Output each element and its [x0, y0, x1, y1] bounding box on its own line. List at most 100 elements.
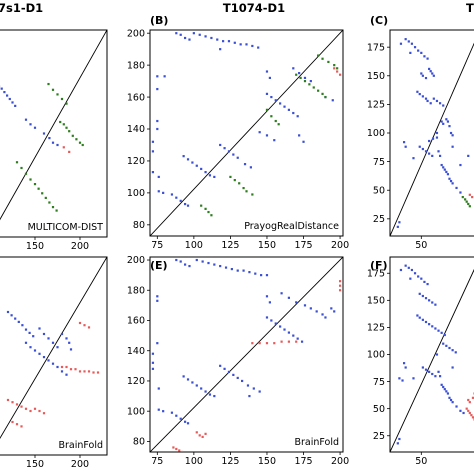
contact-point-s1-23: [55, 209, 58, 212]
contact-point-s0-61: [324, 316, 327, 319]
contact-point-s0-8: [29, 123, 32, 126]
contact-point-s1-1: [258, 342, 261, 345]
plot-frame: [149, 29, 344, 237]
contact-point-s0-54: [455, 186, 458, 190]
contact-point-s1-12: [336, 67, 339, 70]
contact-point-s0-60: [321, 313, 324, 316]
contact-point-s0-18: [156, 87, 159, 91]
contact-point-s0-44: [437, 150, 440, 153]
contact-point-s0-42: [431, 137, 435, 140]
contact-point-s0-26: [442, 342, 445, 345]
contact-point-s1-0: [461, 195, 464, 199]
contact-point-s0-4: [8, 97, 11, 101]
contact-point-s0-1: [179, 33, 182, 36]
contact-point-s1-16: [24, 407, 28, 410]
contact-point-s1-19: [41, 192, 44, 195]
contact-point-s0-11: [38, 352, 41, 355]
contact-point-s1-10: [195, 431, 198, 434]
contact-point-s1-13: [15, 161, 19, 164]
contact-point-s0-14: [429, 70, 432, 73]
contact-point-s0-7: [24, 118, 28, 121]
contact-point-s0-23: [60, 332, 64, 336]
x-tick-label: 125: [221, 240, 239, 251]
contact-point-s1-20: [42, 412, 46, 415]
contact-point-s0-68: [302, 140, 305, 143]
contact-point-s0-24: [440, 331, 443, 334]
contact-point-s0-20: [428, 323, 431, 326]
contact-point-s0-49: [296, 115, 299, 118]
contact-point-s0-17: [418, 316, 421, 319]
contact-point-s1-3: [273, 342, 276, 345]
contact-point-s0-55: [287, 296, 291, 299]
contact-point-s0-53: [451, 182, 454, 185]
contact-point-s0-33: [246, 384, 250, 387]
contact-point-s1-13: [11, 401, 14, 404]
contact-point-s0-28: [223, 367, 226, 370]
contact-point-s0-34: [418, 145, 421, 148]
contact-point-s0-62: [156, 127, 159, 131]
contact-point-s1-10: [56, 93, 59, 96]
x-tick-label: 75: [151, 240, 163, 251]
y-tick-label: 180: [127, 60, 145, 71]
contact-point-s0-3: [6, 94, 9, 97]
contact-point-s0-19: [42, 332, 46, 336]
panel-C-top: 50 25 50 75 100 125 150 175: [367, 29, 474, 251]
contact-point-s0-4: [21, 324, 24, 327]
contact-point-s0-8: [24, 341, 28, 344]
method-caption: PrayogRealDistance: [244, 221, 339, 232]
contact-point-s1-13: [204, 432, 207, 435]
contact-point-s0-26: [208, 174, 212, 177]
contact-point-s0-53: [268, 301, 271, 304]
contact-point-s1-2: [303, 80, 307, 83]
contact-point-s0-5: [198, 33, 201, 36]
contact-point-s0-32: [241, 379, 244, 383]
contact-point-s0-43: [265, 316, 269, 319]
contact-point-s0-29: [445, 118, 448, 121]
y-tick-label: 200: [127, 255, 145, 266]
title-a: 7s1-D1: [0, 1, 43, 15]
contact-point-s1-0: [59, 120, 62, 124]
contact-point-s0-37: [162, 410, 165, 413]
contact-point-s0-10: [33, 349, 37, 352]
contact-point-s0-20: [424, 97, 428, 100]
contact-point-s0-4: [195, 258, 198, 262]
contact-point-s0-31: [232, 153, 235, 156]
contact-point-s1-2: [265, 342, 269, 345]
contact-point-s2-0: [468, 193, 471, 196]
contact-point-s0-7: [32, 335, 35, 338]
contact-point-s0-38: [170, 411, 174, 414]
y-tick-label: 140: [127, 346, 145, 357]
contact-point-s0-55: [459, 191, 462, 194]
contact-point-s0-2: [183, 36, 187, 40]
contact-point-s1-8: [47, 82, 50, 86]
contact-point-s1-8: [338, 280, 342, 283]
contact-point-s0-23: [432, 97, 435, 100]
contact-point-s1-0: [78, 321, 82, 325]
y-tick-label: 100: [127, 406, 145, 417]
contact-point-s0-57: [303, 304, 307, 307]
contact-point-s0-28: [448, 346, 451, 350]
contact-point-s1-12: [6, 398, 10, 402]
contact-point-s1-8: [83, 370, 86, 373]
contact-point-s0-16: [432, 74, 435, 77]
contact-point-s1-17: [33, 183, 37, 186]
contact-point-s0-14: [51, 362, 55, 365]
contact-point-s1-6: [321, 92, 324, 95]
contact-point-s0-10: [418, 292, 421, 295]
contact-point-s0-10: [227, 40, 231, 43]
panel-F-bottom: 50 25 50 75 100 125 150 175: [367, 256, 474, 467]
contact-point-s0-3: [413, 272, 417, 275]
contact-point-s1-6: [74, 368, 77, 371]
contact-point-s0-11: [48, 137, 51, 140]
y-tick-label: 100: [127, 188, 145, 199]
y-tick-label: 125: [367, 100, 385, 111]
y-tick-label: 100: [367, 350, 385, 361]
contact-point-s0-19: [219, 48, 222, 51]
contact-point-s1-16: [29, 178, 32, 181]
contact-point-s0-17: [163, 75, 166, 78]
contact-point-s0-57: [331, 99, 334, 102]
contact-point-s1-19: [38, 409, 41, 413]
diagonal-line: [0, 257, 107, 439]
contact-point-s1-21: [48, 201, 51, 204]
contact-point-s1-9: [51, 88, 55, 91]
